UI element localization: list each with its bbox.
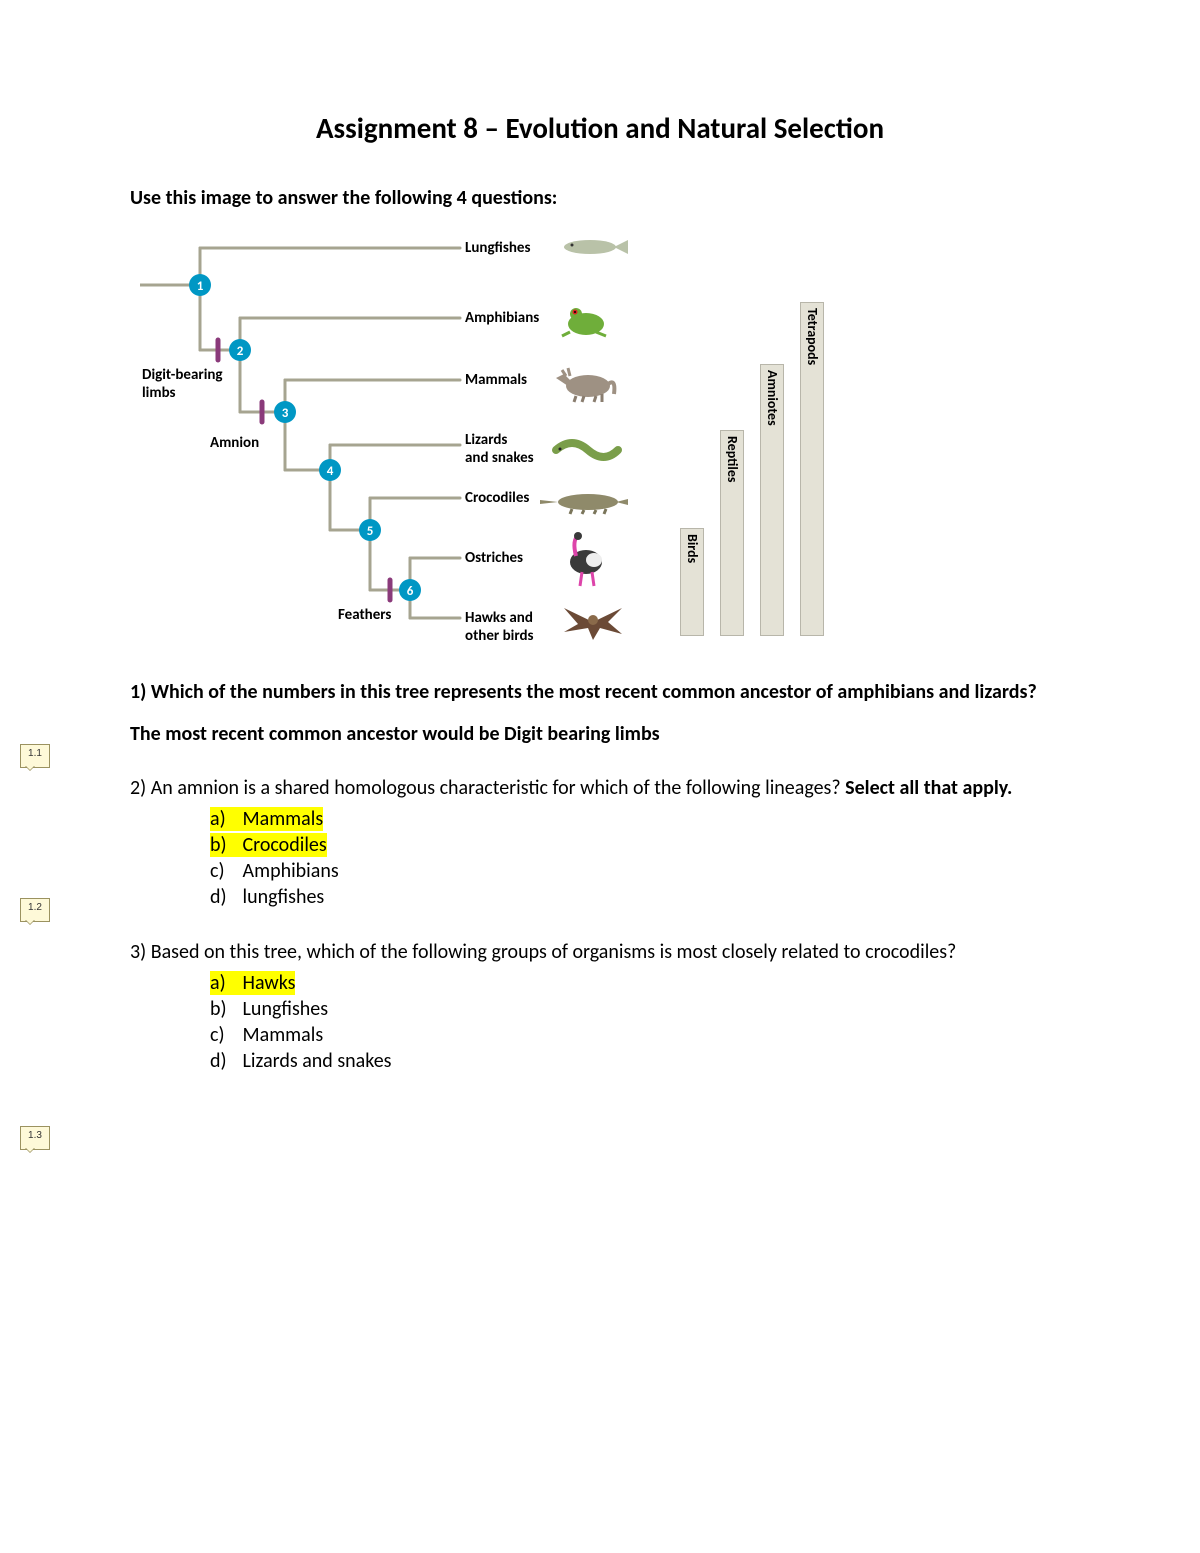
option-item: c) Amphibians (210, 858, 1070, 884)
comment-marker[interactable]: 1.1 (20, 744, 50, 768)
q2-options: a) Mammalsb) Crocodilesc) Amphibiansd) l… (170, 806, 1070, 910)
group-label: Tetrapods (804, 308, 821, 365)
document-page: Assignment 8 – Evolution and Natural Sel… (0, 0, 1200, 1553)
option-item: b) Lungfishes (210, 996, 1070, 1022)
trait-label: Feathers (338, 606, 391, 624)
option-item: d) lungfishes (210, 884, 1070, 910)
q1-text: 1) Which of the numbers in this tree rep… (130, 680, 1070, 704)
svg-text:2: 2 (237, 344, 244, 359)
option-item: d) Lizards and snakes (210, 1048, 1070, 1074)
taxon-label: Crocodiles (465, 489, 529, 507)
svg-text:1: 1 (197, 279, 204, 294)
q1-answer: The most recent common ancestor would be… (130, 722, 1070, 746)
option-item: a) Mammals (210, 806, 1070, 832)
taxon-label: Ostriches (465, 549, 523, 567)
q3-text: 3) Based on this tree, which of the foll… (130, 940, 1070, 964)
option-item: c) Mammals (210, 1022, 1070, 1048)
trait-label: Amnion (210, 434, 259, 452)
question-3: 3) Based on this tree, which of the foll… (130, 940, 1070, 1074)
svg-text:3: 3 (282, 406, 289, 421)
taxon-label: Hawks andother birds (465, 609, 534, 645)
svg-text:5: 5 (367, 524, 374, 539)
option-item: b) Crocodiles (210, 832, 1070, 858)
taxon-label: Mammals (465, 371, 527, 389)
group-label: Birds (684, 534, 701, 563)
svg-text:4: 4 (327, 464, 334, 479)
group-label: Amniotes (764, 370, 781, 426)
taxon-label: Lungfishes (465, 239, 530, 257)
group-label: Reptiles (724, 436, 741, 482)
comment-marker[interactable]: 1.2 (20, 898, 50, 922)
instruction-text: Use this image to answer the following 4… (130, 186, 1070, 210)
q2-select: Select all that apply. (845, 776, 1012, 800)
q3-options: a) Hawksb) Lungfishesc) Mammalsd) Lizard… (170, 970, 1070, 1074)
question-1: 1) Which of the numbers in this tree rep… (130, 680, 1070, 746)
svg-text:6: 6 (407, 584, 414, 599)
phylogenetic-tree-diagram: 1 2 3 4 5 6 Lungfishes Amphibians Mammals Lizard… (140, 230, 900, 650)
taxon-label: Amphibians (465, 309, 539, 327)
taxon-label: Lizardsand snakes (465, 431, 534, 467)
q2-text: 2) An amnion is a shared homologous char… (130, 776, 841, 800)
trait-label: Digit-bearinglimbs (142, 366, 223, 402)
comment-marker[interactable]: 1.3 (20, 1126, 50, 1150)
question-2: 2) An amnion is a shared homologous char… (130, 776, 1070, 910)
page-title: Assignment 8 – Evolution and Natural Sel… (130, 110, 1070, 146)
option-item: a) Hawks (210, 970, 1070, 996)
